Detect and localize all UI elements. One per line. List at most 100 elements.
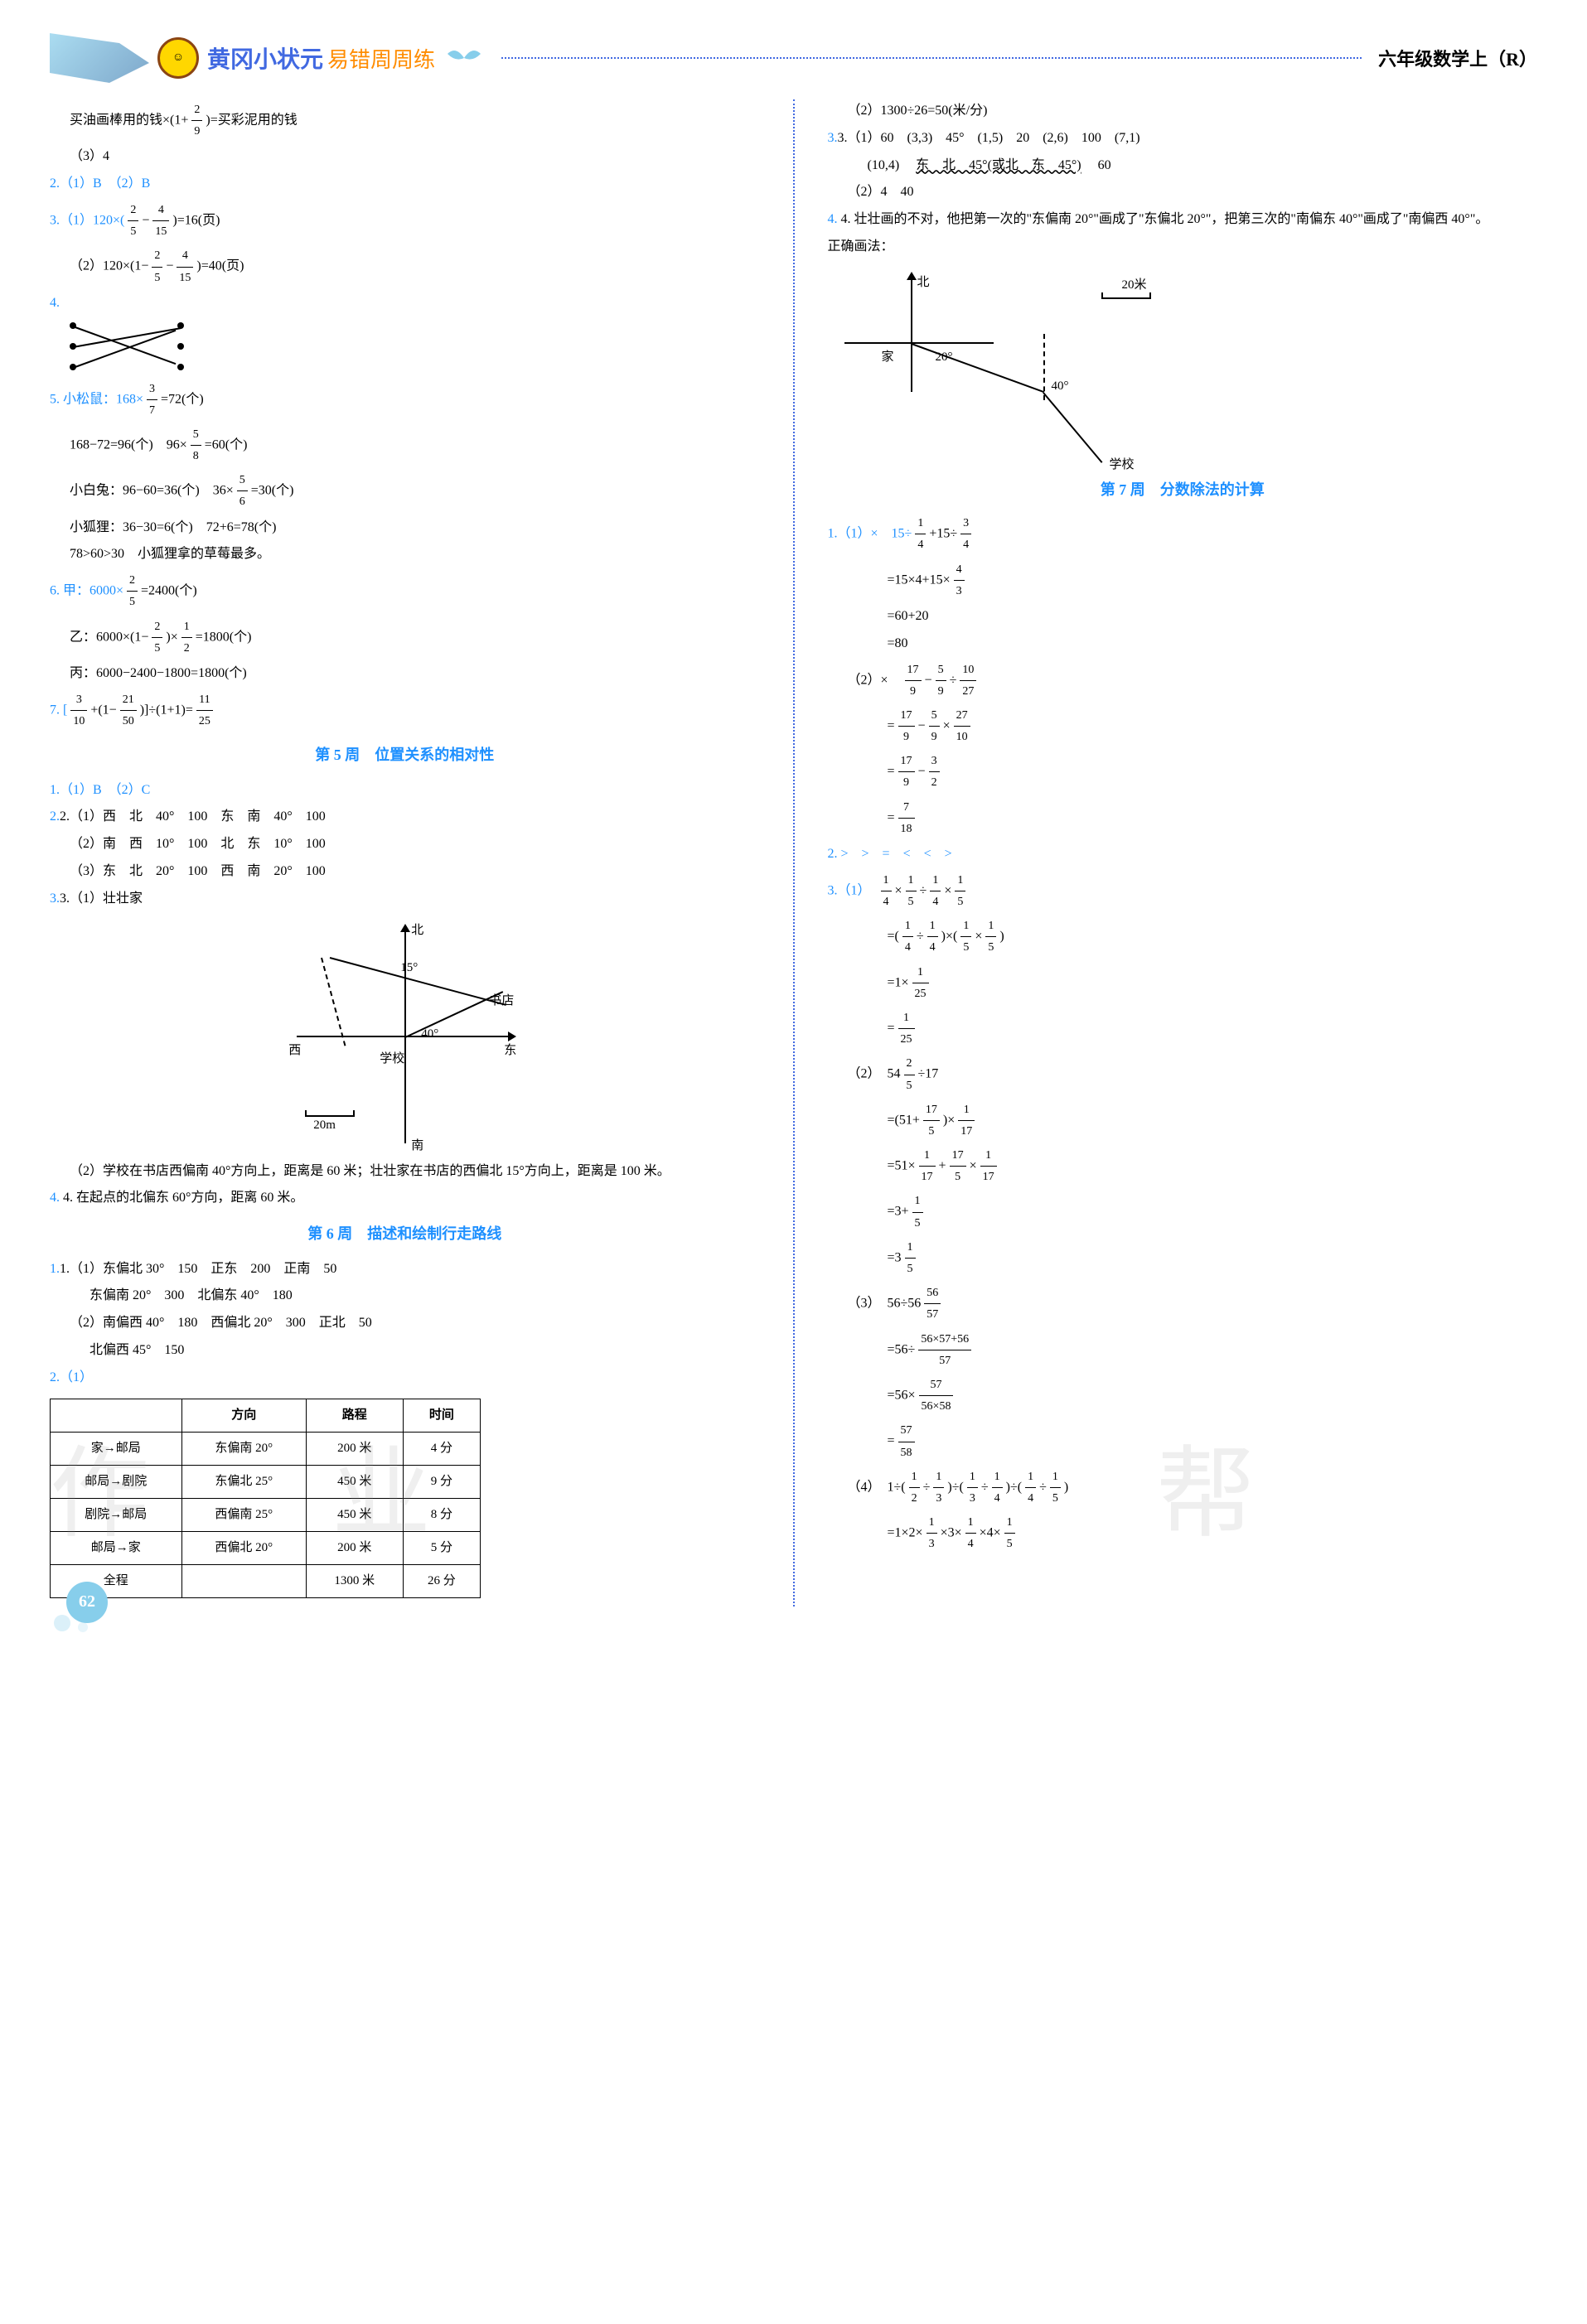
text-line: （2）学校在书店西偏南 40°方向上，距离是 60 米；壮壮家在书店的西偏北 1… xyxy=(50,1160,760,1184)
text-line: (10,4) 东 北 45°(或北 东 45°) 60 xyxy=(828,154,1538,178)
table-cell: 家→邮局 xyxy=(51,1432,182,1465)
text-line: 正确画法： xyxy=(828,235,1538,259)
text-line: 3.3.（1）60 (3,3) 45° (1,5) 20 (2,6) 100 (… xyxy=(828,127,1538,151)
table-cell: 450 米 xyxy=(306,1498,403,1531)
text-line: 78>60>30 小狐狸拿的草莓最多。 xyxy=(50,543,760,567)
text-line: 4. 4. 壮壮画的不对，他把第一次的"东偏南 20°"画成了"东偏北 20°"… xyxy=(828,208,1538,232)
table-header: 路程 xyxy=(306,1399,403,1432)
text-line: 3.3.（1）壮壮家 xyxy=(50,887,760,911)
right-column: （2）1300÷26=50(米/分) 3.3.（1）60 (3,3) 45° (… xyxy=(828,99,1538,1607)
table-cell: 邮局→剧院 xyxy=(51,1465,182,1498)
header-decoration-leaf xyxy=(50,33,149,83)
table-cell: 1300 米 xyxy=(306,1564,403,1597)
text-line: 东偏南 20° 300 北偏东 40° 180 xyxy=(50,1284,760,1308)
text-line: 4. 4. 在起点的北偏东 60°方向，距离 60 米。 xyxy=(50,1186,760,1210)
text-line: 2.（1）B （2）B xyxy=(50,172,760,196)
text-line: （2）南偏西 40° 180 西偏北 20° 300 正北 50 xyxy=(50,1312,760,1336)
text-line: 北偏西 45° 150 xyxy=(50,1339,760,1363)
text-line: = 718 xyxy=(828,797,1538,839)
text-line: （2）120×(1− 25 − 415 )=40(页) xyxy=(50,245,760,287)
map-diagram: 北 家 20° 40° 学校 20米 xyxy=(828,268,1159,466)
text-line: =51× 117 + 175 × 117 xyxy=(828,1145,1538,1187)
text-line: 小狐狸：36−30=6(个) 72+6=78(个) xyxy=(50,516,760,540)
text-line: 6. 甲：6000× 25 =2400(个) xyxy=(50,570,760,612)
text-line: = 5758 xyxy=(828,1420,1538,1462)
text-line: =80 xyxy=(828,632,1538,656)
text-line: 1.（1）× 15÷ 14 +15÷ 34 xyxy=(828,513,1538,555)
text-line: 168−72=96(个) 96× 58 =60(个) xyxy=(50,424,760,466)
text-line: 1.1.（1）东偏北 30° 150 正东 200 正南 50 xyxy=(50,1258,760,1282)
text-line: =3+ 15 xyxy=(828,1191,1538,1233)
footer-decoration-icon xyxy=(50,1611,116,1635)
text-line: 3.（1）120×( 25 − 415 )=16(页) xyxy=(50,200,760,242)
route-table: 方向 路程 时间 家→邮局东偏南 20°200 米4 分邮局→剧院东偏北 25°… xyxy=(50,1399,481,1598)
text-line: 丙：6000−2400−1800=1800(个) xyxy=(50,662,760,686)
header-logo-icon: ☺ xyxy=(157,37,199,79)
text-line: =1× 125 xyxy=(828,962,1538,1004)
fraction: 29 xyxy=(191,99,202,142)
header-title-sub: 易错周周练 xyxy=(327,43,435,74)
text-line: = 179 − 32 xyxy=(828,751,1538,793)
text-line: =56÷ 56×57+5657 xyxy=(828,1329,1538,1371)
table-cell: 西偏南 25° xyxy=(181,1498,306,1531)
text-line: （4） 1÷( 12 ÷ 13 )÷( 13 ÷ 14 )÷( 14 ÷ 15 … xyxy=(828,1466,1538,1509)
table-header: 方向 xyxy=(181,1399,306,1432)
table-row: 邮局→家西偏北 20°200 米5 分 xyxy=(51,1531,481,1564)
table-header xyxy=(51,1399,182,1432)
text-line: =( 14 ÷ 14 )×( 15 × 15 ) xyxy=(828,916,1538,958)
text-line: （2）南 西 10° 100 北 东 10° 100 xyxy=(50,833,760,857)
text-line: =56× 5756×58 xyxy=(828,1375,1538,1417)
q4-label: 4. xyxy=(50,292,760,316)
table-cell: 4 分 xyxy=(403,1432,480,1465)
table-row: 邮局→剧院东偏北 25°450 米9 分 xyxy=(51,1465,481,1498)
text-line: =(51+ 175 )× 117 xyxy=(828,1099,1538,1142)
compass-diagram-1: 北 东 西 南 学校 书店 15° 40° 20m xyxy=(288,920,520,1152)
text-line: 2.2.（1）西 北 40° 100 东 南 40° 100 xyxy=(50,805,760,829)
table-cell: 9 分 xyxy=(403,1465,480,1498)
table-cell xyxy=(181,1564,306,1597)
section-5-title: 第 5 周 位置关系的相对性 xyxy=(50,742,760,768)
left-column: 买油画棒用的钱×(1+ 29 )=买彩泥用的钱 （3）4 2.（1）B （2）B… xyxy=(50,99,760,1607)
text-line: （2）1300÷26=50(米/分) xyxy=(828,99,1538,123)
section-7-title: 第 7 周 分数除法的计算 xyxy=(828,476,1538,503)
text-line: （2） 54 25 ÷17 xyxy=(828,1053,1538,1095)
text-line: 2. > > = < < > xyxy=(828,843,1538,867)
table-cell: 26 分 xyxy=(403,1564,480,1597)
table-row: 全程1300 米26 分 xyxy=(51,1564,481,1597)
text-line: 5. 小松鼠：168× 37 =72(个) xyxy=(50,379,760,421)
table-cell: 5 分 xyxy=(403,1531,480,1564)
text-line: （2）4 40 xyxy=(828,181,1538,205)
column-divider xyxy=(793,99,795,1607)
text-line: 7. [ 310 +(1− 2150 )]÷(1+1)= 1125 xyxy=(50,689,760,732)
text-line: =15×4+15× 43 xyxy=(828,559,1538,602)
text-line: =3 15 xyxy=(828,1237,1538,1279)
text-line: 买油画棒用的钱×(1+ 29 )=买彩泥用的钱 xyxy=(50,99,760,142)
table-header: 时间 xyxy=(403,1399,480,1432)
table-cell: 200 米 xyxy=(306,1432,403,1465)
table-cell: 东偏北 25° xyxy=(181,1465,306,1498)
table-cell: 200 米 xyxy=(306,1531,403,1564)
table-cell: 西偏北 20° xyxy=(181,1531,306,1564)
header-title-main: 黄冈小状元 xyxy=(207,41,323,75)
text-line: = 125 xyxy=(828,1007,1538,1050)
table-cell: 450 米 xyxy=(306,1465,403,1498)
table-row: 家→邮局东偏南 20°200 米4 分 xyxy=(51,1432,481,1465)
text-line: = 179 − 59 × 2710 xyxy=(828,705,1538,747)
text-line: 小白兔：96−60=36(个) 36× 56 =30(个) xyxy=(50,470,760,512)
table-cell: 东偏南 20° xyxy=(181,1432,306,1465)
table-cell: 邮局→家 xyxy=(51,1531,182,1564)
text-line: 3.（1） 14 × 15 ÷ 14 × 15 xyxy=(828,870,1538,912)
header-butterfly-icon xyxy=(443,41,485,75)
text-line: 乙：6000×(1− 25 )× 12 =1800(个) xyxy=(50,616,760,659)
matching-diagram xyxy=(70,322,186,372)
text-line: =60+20 xyxy=(828,605,1538,629)
text-line: 2.（1） xyxy=(50,1366,760,1390)
table-cell: 8 分 xyxy=(403,1498,480,1531)
section-6-title: 第 6 周 描述和绘制行走路线 xyxy=(50,1220,760,1247)
table-row: 剧院→邮局西偏南 25°450 米8 分 xyxy=(51,1498,481,1531)
header-divider-dots xyxy=(501,57,1362,59)
text-line: =1×2× 13 ×3× 14 ×4× 15 xyxy=(828,1512,1538,1554)
text-line: （3）4 xyxy=(50,145,760,169)
text-line: （2）× 179 − 59 ÷ 1027 xyxy=(828,660,1538,702)
text-line: 1.（1）B （2）C xyxy=(50,779,760,803)
